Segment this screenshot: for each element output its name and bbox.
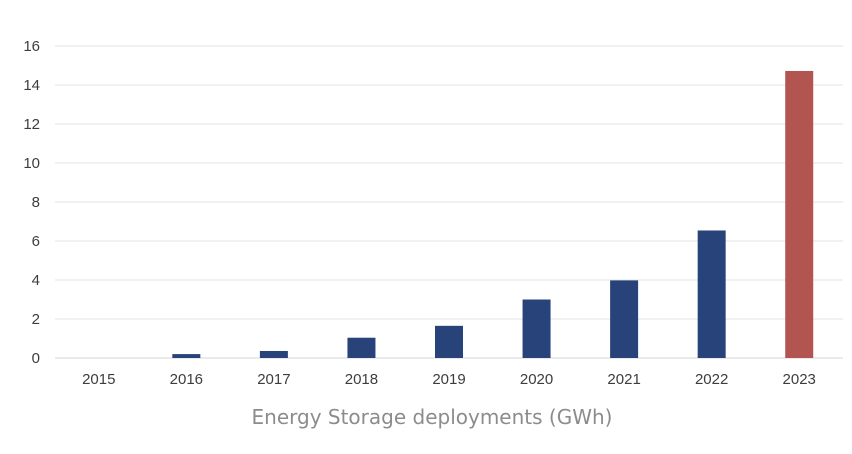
x-tick-label: 2023 xyxy=(783,371,816,388)
y-axis-ticks: 0 2 4 6 8 10 12 14 16 xyxy=(23,38,40,367)
y-tick-label: 4 xyxy=(32,272,40,289)
x-tick-label: 2020 xyxy=(520,371,553,388)
x-tick-label: 2021 xyxy=(607,371,640,388)
x-tick-label: 2016 xyxy=(170,371,203,388)
bar-2016 xyxy=(172,354,201,358)
x-tick-label: 2019 xyxy=(432,371,465,388)
x-axis-ticks: 2015 2016 2017 2018 2019 2020 2021 2022 2023 xyxy=(82,371,816,388)
bar-2017 xyxy=(259,350,288,358)
bar-2020 xyxy=(522,299,551,358)
bar-2021 xyxy=(610,280,639,358)
y-tick-label: 0 xyxy=(32,350,40,367)
y-tick-label: 2 xyxy=(32,311,40,328)
x-tick-label: 2022 xyxy=(695,371,728,388)
y-tick-label: 10 xyxy=(23,155,40,172)
bar-2018 xyxy=(347,337,376,358)
bar-2023 xyxy=(785,70,814,359)
y-tick-label: 14 xyxy=(23,77,40,94)
y-tick-label: 16 xyxy=(23,38,40,55)
y-tick-label: 12 xyxy=(23,116,40,133)
bar-2022 xyxy=(697,230,726,358)
gridlines xyxy=(55,45,843,359)
y-tick-label: 8 xyxy=(32,194,40,211)
x-tick-label: 2017 xyxy=(257,371,290,388)
x-tick-label: 2018 xyxy=(345,371,378,388)
bar-2019 xyxy=(435,325,463,358)
x-axis-label: Energy Storage deployments (GWh) xyxy=(252,405,613,429)
y-tick-label: 6 xyxy=(32,233,40,250)
x-tick-label: 2015 xyxy=(82,371,115,388)
bars xyxy=(172,70,814,359)
